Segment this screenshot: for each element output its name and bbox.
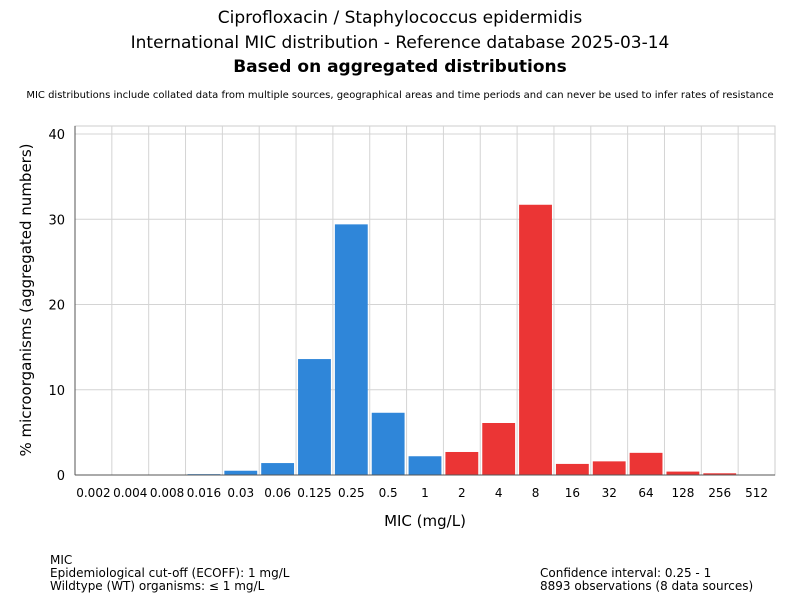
footer-mic-label: MIC [50, 553, 73, 567]
y-tick-label: 10 [48, 384, 65, 399]
bar-4 [482, 422, 516, 475]
footer-ecoff: Epidemiological cut-off (ECOFF): 1 mg/L [50, 566, 290, 580]
footer-left: MIC Epidemiological cut-off (ECOFF): 1 m… [50, 554, 289, 593]
x-axis-label: MIC (mg/L) [384, 512, 466, 530]
bar-0.06 [261, 463, 295, 475]
x-tick-label: 32 [602, 486, 617, 500]
chart-title-line3: Based on aggregated distributions [233, 57, 567, 77]
x-tick-label: 0.002 [76, 486, 110, 500]
chart-subtitle: MIC distributions include collated data … [26, 90, 774, 101]
x-tick-label: 8 [532, 486, 540, 500]
y-tick-label: 30 [48, 213, 65, 228]
x-tick-label: 64 [638, 486, 653, 500]
y-tick-label: 40 [48, 128, 65, 143]
bar-0.125 [298, 359, 331, 475]
bar-1 [408, 456, 442, 475]
y-axis-label: % microorganisms (aggregated numbers) [17, 143, 35, 456]
bar-64 [629, 452, 663, 475]
x-tick-label: 0.03 [227, 486, 254, 500]
bar-128 [666, 471, 700, 475]
bar-2 [445, 451, 479, 475]
chart-title-line2: International MIC distribution - Referen… [130, 33, 670, 53]
x-tick-label: 2 [458, 486, 466, 500]
x-tick-label: 0.008 [150, 486, 184, 500]
x-tick-label: 16 [565, 486, 580, 500]
footer-right: Confidence interval: 0.25 - 1 8893 obser… [540, 567, 753, 593]
x-tick-label: 1 [421, 486, 429, 500]
bar-8 [519, 204, 552, 475]
x-tick-label: 0.25 [338, 486, 365, 500]
footer-wildtype: Wildtype (WT) organisms: ≤ 1 mg/L [50, 579, 265, 593]
bar-0.5 [371, 412, 405, 475]
bar-0.03 [224, 470, 258, 475]
footer-observations: 8893 observations (8 data sources) [540, 579, 754, 593]
x-tick-label: 4 [495, 486, 503, 500]
x-tick-label: 0.016 [187, 486, 221, 500]
x-tick-label: 128 [671, 486, 694, 500]
chart-title-line1: Ciprofloxacin / Staphylococcus epidermid… [217, 8, 583, 28]
bar-256 [703, 473, 737, 475]
y-tick-label: 20 [48, 299, 65, 314]
bar-16 [555, 463, 589, 475]
x-tick-label: 256 [708, 486, 731, 500]
y-tick-label: 0 [57, 469, 65, 484]
x-tick-label: 512 [745, 486, 768, 500]
bar-32 [592, 461, 626, 475]
bar-0.25 [334, 224, 368, 475]
x-tick-label: 0.125 [297, 486, 331, 500]
plot-area [74, 125, 776, 476]
x-tick-label: 0.004 [113, 486, 147, 500]
x-tick-label: 0.5 [379, 486, 398, 500]
footer-confidence-interval: Confidence interval: 0.25 - 1 [540, 566, 712, 580]
x-tick-label: 0.06 [264, 486, 291, 500]
